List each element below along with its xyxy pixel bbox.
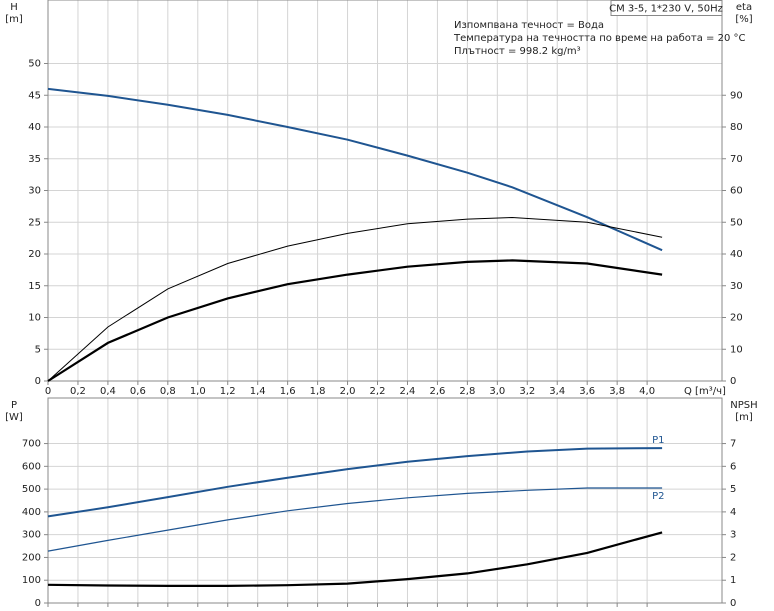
y2-tick-label: 50 xyxy=(730,217,743,228)
y-tick-label: 50 xyxy=(28,59,41,70)
x-tick-label: 3,8 xyxy=(609,386,625,397)
y-tick-label: 40 xyxy=(28,122,41,133)
y-tick-label: 600 xyxy=(22,461,41,472)
x-tick-label: 2,4 xyxy=(400,386,416,397)
y-tick-label: 400 xyxy=(22,507,41,518)
x-tick-label: 0 xyxy=(45,386,51,397)
x-tick-label: 2,6 xyxy=(429,386,445,397)
chart-title: CM 3-5, 1*230 V, 50Hz xyxy=(609,4,723,15)
title-box xyxy=(610,0,723,16)
y2-tick-label: 30 xyxy=(730,281,743,292)
y2-tick-label: 4 xyxy=(730,507,736,518)
x-tick-label: 0,2 xyxy=(70,386,86,397)
x-tick-label: 2,2 xyxy=(370,386,386,397)
series-line xyxy=(47,447,663,518)
y-tick-label: 500 xyxy=(22,484,41,495)
x-tick-label: 0,8 xyxy=(160,386,176,397)
plot-frame xyxy=(47,0,723,382)
y2-tick-label: 3 xyxy=(730,530,736,541)
x-tick-label: 2,0 xyxy=(340,386,356,397)
y2-tick-label: 7 xyxy=(730,439,736,450)
x-tick-label: 3,4 xyxy=(549,386,565,397)
plot-frame xyxy=(47,397,723,604)
x-tick-label: 2,8 xyxy=(459,386,475,397)
y2-tick-label: 80 xyxy=(730,122,743,133)
series-line xyxy=(47,216,663,382)
y-tick-label: 45 xyxy=(28,90,41,101)
x-axis-label: Q [m³/ч] xyxy=(684,386,726,397)
x-tick-label: 0,4 xyxy=(100,386,116,397)
x-tick-label: 3,6 xyxy=(579,386,595,397)
y2-tick-label: 5 xyxy=(730,484,736,495)
y-axis-unit: [m] xyxy=(5,14,23,25)
x-tick-label: 1,0 xyxy=(190,386,206,397)
y-tick-label: 300 xyxy=(22,530,41,541)
y2-tick-label: 90 xyxy=(730,90,743,101)
annotation: Изпомпвана течност = Вода xyxy=(454,20,604,31)
y-tick-label: 10 xyxy=(28,313,41,324)
y-tick-label: 700 xyxy=(22,439,41,450)
y-tick-label: 200 xyxy=(22,552,41,563)
series-label: P2 xyxy=(652,491,664,502)
y-tick-label: 35 xyxy=(28,154,41,165)
y2-tick-label: 2 xyxy=(730,552,736,563)
y2-axis-label: NPSH xyxy=(730,400,757,411)
x-tick-label: 3,0 xyxy=(489,386,505,397)
y-axis-label: P xyxy=(11,400,17,411)
y2-tick-label: 60 xyxy=(730,186,743,197)
annotation: Температура на течността по време на раб… xyxy=(453,33,746,44)
y2-axis-unit: [m] xyxy=(735,412,753,423)
x-tick-label: 1,8 xyxy=(310,386,326,397)
series-line xyxy=(47,259,663,382)
y2-axis-unit: [%] xyxy=(735,14,752,25)
y-tick-label: 30 xyxy=(28,186,41,197)
series-line xyxy=(47,487,663,552)
y-tick-label: 15 xyxy=(28,281,41,292)
annotation: Плътност = 998.2 kg/m³ xyxy=(454,46,581,57)
y2-axis-label: eta xyxy=(736,2,752,13)
y2-tick-label: 0 xyxy=(730,376,736,387)
y2-tick-label: 10 xyxy=(730,344,743,355)
y-tick-label: 100 xyxy=(22,575,41,586)
y-tick-label: 25 xyxy=(28,217,41,228)
y2-tick-label: 70 xyxy=(730,154,743,165)
x-tick-label: 4,0 xyxy=(639,386,655,397)
series-label: P1 xyxy=(652,435,664,446)
y2-tick-label: 0 xyxy=(730,598,736,609)
y2-tick-label: 40 xyxy=(730,249,743,260)
x-tick-label: 1,2 xyxy=(220,386,236,397)
y2-tick-label: 6 xyxy=(730,461,736,472)
y-tick-label: 5 xyxy=(35,344,41,355)
x-tick-label: 3,2 xyxy=(519,386,535,397)
y-tick-label: 0 xyxy=(35,598,41,609)
series-line xyxy=(47,531,663,587)
y-axis-unit: [W] xyxy=(5,412,23,423)
x-tick-label: 1,4 xyxy=(250,386,266,397)
y-axis-label: H xyxy=(10,2,18,13)
y-tick-label: 0 xyxy=(35,376,41,387)
x-tick-label: 1,6 xyxy=(280,386,296,397)
series-line xyxy=(47,87,663,252)
y2-tick-label: 1 xyxy=(730,575,736,586)
y-tick-label: 20 xyxy=(28,249,41,260)
y2-tick-label: 20 xyxy=(730,313,743,324)
x-tick-label: 0,6 xyxy=(130,386,146,397)
